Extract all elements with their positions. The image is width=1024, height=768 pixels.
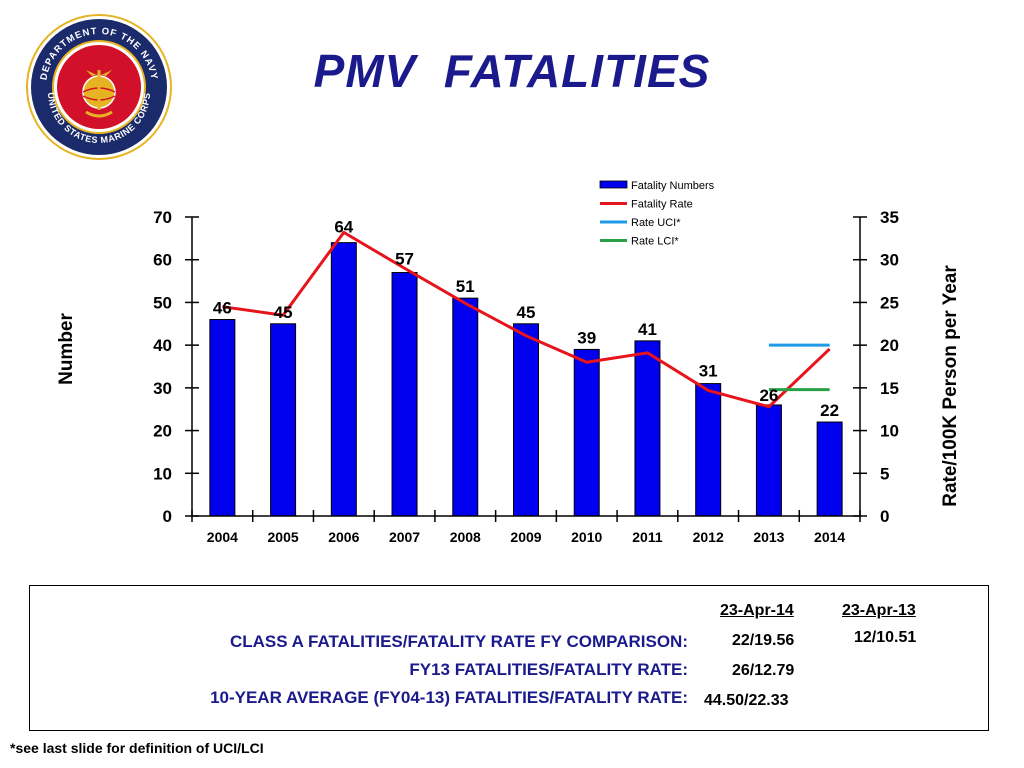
cell-fy14-comparison: 22/19.56 — [732, 632, 795, 649]
tick-label-left: 10 — [153, 464, 172, 483]
footnote: *see last slide for definition of UCI/LC… — [10, 740, 264, 756]
bar-2012 — [695, 383, 722, 517]
data-label-2006: 64 — [334, 218, 353, 237]
bar-2008 — [452, 297, 479, 517]
tick-label-x: 2005 — [268, 529, 299, 545]
legend-label-fatality-numbers: Fatality Numbers — [631, 180, 715, 192]
bar-2011 — [634, 340, 661, 517]
tick-label-left: 20 — [153, 422, 172, 441]
tick-label-x: 2004 — [207, 529, 238, 545]
data-label-2012: 31 — [699, 362, 718, 381]
legend-label-rate-uci: Rate UCI* — [631, 217, 681, 229]
tick-label-x: 2010 — [571, 529, 602, 545]
tick-label-x: 2011 — [632, 529, 663, 545]
tick-label-x: 2013 — [753, 529, 784, 545]
cell-10yr-average: 44.50/22.33 — [704, 692, 789, 709]
bar-2005 — [270, 323, 297, 517]
tick-label-left: 30 — [153, 379, 172, 398]
tick-label-left: 0 — [163, 507, 172, 526]
slide-title: PMV FATALITIES — [313, 45, 711, 97]
tick-label-right: 35 — [880, 208, 899, 227]
bar-2004 — [209, 319, 236, 517]
tick-label-right: 20 — [880, 336, 899, 355]
tick-label-right: 25 — [880, 293, 899, 312]
bar-2006 — [330, 242, 357, 517]
y-axis-title-left: Number — [56, 313, 77, 385]
legend-label-fatality-rate: Fatality Rate — [631, 199, 693, 211]
data-label-2009: 45 — [517, 303, 536, 322]
tick-label-right: 15 — [880, 379, 899, 398]
tick-label-x: 2009 — [510, 529, 541, 545]
tick-label-right: 10 — [880, 422, 899, 441]
data-label-2011: 41 — [638, 320, 657, 339]
data-label-2004: 46 — [213, 299, 232, 318]
row-label-fy13: FY13 FATALITIES/FATALITY RATE: — [409, 660, 688, 679]
legend-swatch-fatality-numbers — [599, 180, 628, 189]
tick-label-x: 2006 — [328, 529, 359, 545]
data-label-2010: 39 — [577, 328, 596, 347]
row-label-10yr-average: 10-YEAR AVERAGE (FY04-13) FATALITIES/FAT… — [210, 688, 688, 707]
data-label-2008: 51 — [456, 277, 475, 296]
col-header-apr-13: 23-Apr-13 — [842, 602, 916, 619]
tick-label-right: 30 — [880, 251, 899, 270]
summary-table: 23-Apr-14 23-Apr-13 CLASS A FATALITIES/F… — [29, 585, 989, 731]
tick-label-x: 2008 — [450, 529, 481, 545]
bar-2009 — [513, 323, 539, 517]
line-fatality-rate — [222, 230, 831, 409]
legend-label-rate-lci: Rate LCI* — [631, 236, 679, 248]
data-label-2014: 22 — [820, 401, 839, 420]
row-label-fy-comparison: CLASS A FATALITIES/FATALITY RATE FY COMP… — [229, 632, 688, 651]
tick-label-x: 2007 — [389, 529, 420, 545]
cell-fy13-rate: 26/12.79 — [732, 662, 795, 679]
navy-marine-corps-seal-logo: DEPARTMENT OF THE NAVY UNITED STATES MAR… — [26, 14, 172, 160]
tick-label-left: 60 — [153, 251, 172, 270]
tick-label-right: 5 — [880, 464, 889, 483]
cell-fy13-comparison: 12/10.51 — [854, 629, 917, 646]
data-label-2007: 57 — [395, 250, 414, 269]
tick-label-left: 70 — [153, 208, 172, 227]
bar-2010 — [573, 348, 600, 517]
tick-label-x: 2012 — [693, 529, 724, 545]
tick-label-right: 0 — [880, 507, 889, 526]
tick-label-left: 40 — [153, 336, 172, 355]
bar-2007 — [391, 272, 418, 517]
bar-2014 — [816, 421, 843, 517]
data-label-2013: 26 — [759, 386, 778, 405]
bar-2013 — [755, 404, 782, 517]
fatalities-chart: 0 10 20 30 40 50 60 70 0 5 10 15 20 25 30 35 2004 2005 200… — [56, 180, 961, 545]
data-label-2005: 45 — [274, 303, 293, 322]
y-axis-title-right: Rate/100K Person per Year — [940, 265, 961, 507]
tick-label-left: 50 — [153, 293, 172, 312]
tick-label-x: 2014 — [814, 529, 845, 545]
col-header-apr-14: 23-Apr-14 — [720, 602, 794, 619]
